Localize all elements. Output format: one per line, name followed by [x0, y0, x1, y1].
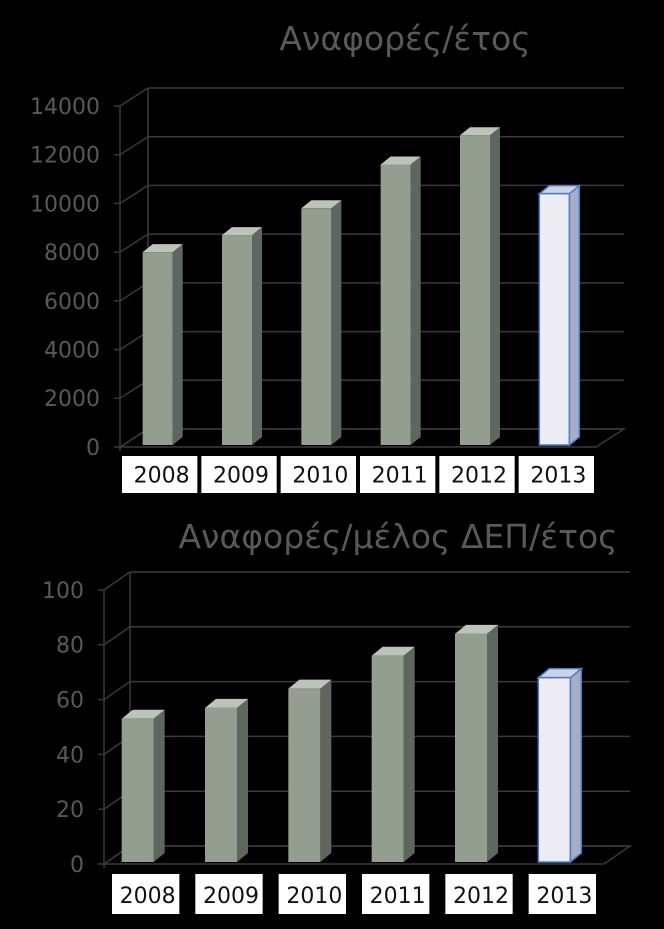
floor: [101, 845, 633, 865]
x-label-box: [445, 874, 513, 914]
bar-side: [569, 667, 583, 864]
bar-2012: [460, 127, 500, 445]
x-label-box: [360, 456, 436, 493]
y-tick-label: 20: [56, 798, 84, 823]
x-tick-label: 2008: [134, 464, 190, 489]
x-label-box: [362, 874, 430, 914]
y-tick-label: 2000: [44, 387, 100, 412]
y-tick-label: 6000: [44, 290, 100, 315]
bar-side: [172, 244, 183, 445]
x-label-box: [528, 874, 596, 914]
x-tick-label: 2008: [120, 884, 176, 909]
chart-reports-per-faculty-per-year: Αναφορές/μέλος ΔΕΠ/έτος 0 20 40 60 80 100 2008 2…: [42, 517, 633, 914]
bar-side: [410, 156, 421, 445]
bar-side: [252, 227, 262, 445]
bar-2010: [301, 200, 342, 445]
chart-title: Αναφορές/έτος: [279, 19, 530, 58]
y-tick-label: 100: [42, 579, 84, 604]
bar-front: [205, 707, 237, 862]
bar-front: [288, 688, 321, 862]
gridline-diagonal: [103, 571, 131, 591]
bar-front: [455, 633, 487, 862]
y-tick-label: 4000: [44, 338, 100, 363]
x-tick-label: 2013: [536, 884, 592, 909]
x-tick-label: 2009: [203, 884, 259, 909]
x-tick-label: 2010: [292, 464, 348, 489]
bar-front: [301, 208, 332, 445]
floor: [117, 428, 627, 448]
gridline-diagonal: [119, 136, 149, 156]
chart-title: Αναφορές/μέλος ΔΕΠ/έτος: [178, 517, 617, 556]
bar-side: [487, 624, 498, 862]
bar-front: [537, 676, 572, 863]
y-tick-label: 0: [70, 853, 84, 878]
x-label-box: [122, 456, 198, 493]
x-tick-label: 2011: [372, 464, 428, 489]
bar-front: [222, 235, 252, 445]
bar-2009: [205, 698, 248, 862]
x-tick-label: 2012: [453, 884, 509, 909]
x-label-box: [439, 456, 515, 493]
y-tick-label: 8000: [44, 241, 100, 266]
x-label-box: [201, 456, 277, 493]
bar-top: [460, 127, 500, 136]
gridline-diagonal: [103, 680, 131, 701]
y-tick-label: 40: [56, 743, 84, 768]
x-tick-label: 2013: [530, 464, 586, 489]
bar-2011: [371, 646, 415, 862]
bar-front: [460, 135, 490, 445]
bar-2008: [142, 244, 183, 445]
bar-front: [371, 655, 404, 862]
y-tick-label: 0: [86, 436, 100, 461]
bar-front: [121, 718, 154, 862]
bar-2008: [121, 709, 165, 862]
x-label-box: [280, 456, 356, 493]
bar-2012: [455, 624, 498, 862]
bar-side: [153, 709, 165, 862]
bar-top: [205, 698, 248, 708]
bar-2011: [380, 156, 421, 445]
bar-front: [380, 164, 411, 445]
bar-side: [237, 698, 248, 862]
x-label-box: [112, 874, 180, 914]
bar-side: [320, 679, 332, 862]
bar-2009: [222, 227, 262, 445]
x-tick-label: 2010: [286, 884, 342, 909]
y-tick-label: 80: [56, 634, 84, 659]
bar-top: [455, 624, 498, 634]
bar-side: [568, 184, 581, 447]
bar-top: [121, 709, 165, 719]
bar-top: [301, 200, 342, 209]
x-tick-label: 2009: [213, 464, 269, 489]
bar-side: [403, 646, 415, 862]
y-tick-label: 14000: [30, 95, 100, 120]
gridline-diagonal: [119, 233, 149, 253]
chart-reports-per-year: Αναφορές/έτος 0 2000 4000 6000 8000 10000 12000…: [30, 19, 627, 493]
bar-2013: [537, 184, 582, 447]
x-label-box: [278, 874, 346, 914]
gridline-diagonal: [119, 184, 149, 205]
bar-front: [142, 252, 173, 445]
bar-top: [371, 646, 415, 656]
gridline-diagonal: [103, 626, 131, 646]
bar-top: [142, 244, 183, 253]
y-tick-label: 10000: [30, 192, 100, 217]
x-tick-label: 2012: [451, 464, 507, 489]
gridline-diagonal: [119, 87, 149, 107]
x-label-box: [195, 874, 263, 914]
bar-side: [331, 200, 342, 445]
x-label-box: [518, 456, 594, 493]
x-tick-label: 2011: [370, 884, 426, 909]
y-tick-label: 12000: [30, 144, 100, 169]
bar-side: [490, 127, 500, 445]
bar-top: [380, 156, 421, 165]
y-tick-label: 60: [56, 689, 84, 714]
bar-2010: [288, 679, 332, 862]
bar-top: [288, 679, 332, 689]
bar-top: [222, 227, 262, 236]
bar-2013: [536, 667, 584, 864]
bar-front: [538, 192, 571, 446]
